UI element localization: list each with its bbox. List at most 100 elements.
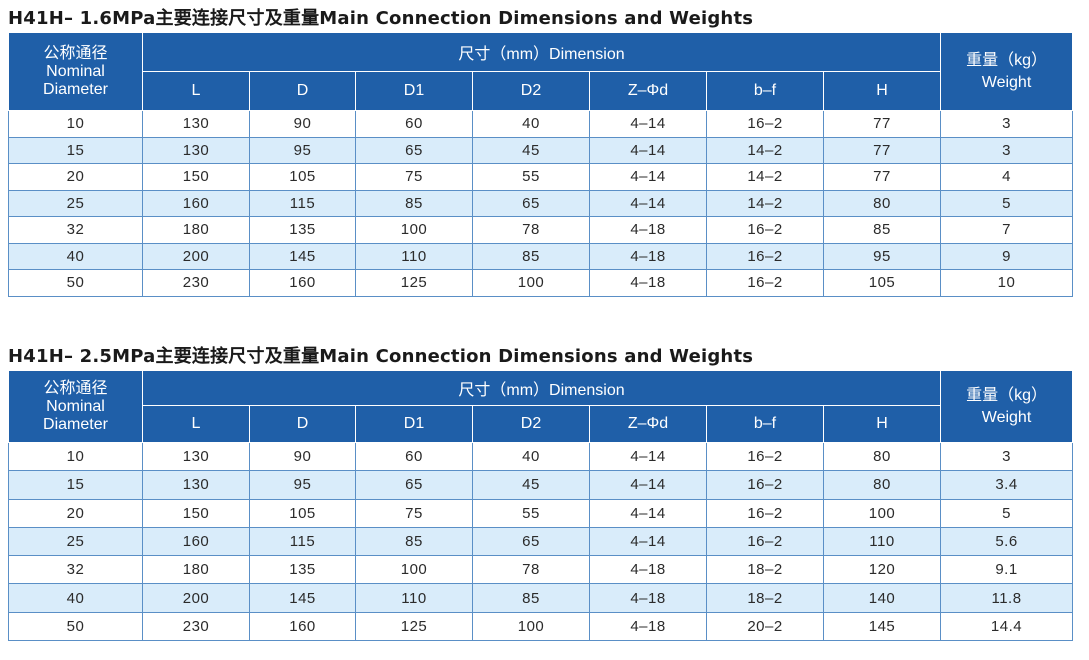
b-f-cell: 16–2 — [706, 470, 824, 500]
table-row: 40 200 145 110 85 4–18 18–2 140 11.8 — [8, 583, 1074, 613]
weight-cell: 9 — [940, 242, 1074, 270]
l-cell: 230 — [142, 269, 250, 297]
weight-en-label: Weight — [981, 73, 1032, 91]
d-cell: 135 — [249, 555, 356, 585]
h-cell: 110 — [822, 526, 942, 557]
weight-cell: 5 — [940, 498, 1074, 528]
weight-cell: 11.8 — [940, 583, 1074, 613]
z-phid-cell: 4–14 — [589, 163, 707, 191]
l-cell: 150 — [142, 163, 250, 191]
d-cell: 160 — [249, 611, 356, 642]
l-cell: 130 — [142, 441, 250, 472]
d2-cell: 45 — [472, 470, 590, 500]
nominal-en-label-2: Diameter — [43, 415, 108, 433]
z-phid-cell: 4–18 — [589, 555, 707, 585]
weight-cn-label: 重量（kg） — [966, 51, 1047, 69]
b-f-cell: 18–2 — [706, 583, 824, 613]
h-cell: 77 — [822, 136, 942, 164]
d-cell: 135 — [249, 216, 356, 244]
nominal-diameter-cell: 15 — [8, 470, 143, 500]
column-header-d2: D2 — [472, 405, 590, 443]
b-f-cell: 18–2 — [706, 555, 824, 585]
spec-section-2-5mpa: H41H– 2.5MPa主要连接尺寸及重量Main Connection Dim… — [8, 344, 1074, 642]
l-cell: 200 — [142, 242, 250, 270]
h-cell: 77 — [822, 110, 942, 138]
z-phid-cell: 4–18 — [589, 216, 707, 244]
d2-cell: 55 — [472, 163, 590, 191]
weight-cn-label: 重量（kg） — [966, 386, 1047, 404]
nominal-diameter-cell: 32 — [8, 216, 143, 244]
d2-cell: 40 — [472, 441, 590, 472]
table-row: 50 230 160 125 100 4–18 16–2 105 10 — [8, 269, 1074, 297]
table-row: 50 230 160 125 100 4–18 20–2 145 14.4 — [8, 611, 1074, 642]
weight-cell: 3 — [940, 110, 1074, 138]
nominal-diameter-cell: 20 — [8, 498, 143, 528]
d1-cell: 100 — [355, 555, 473, 585]
nominal-diameter-cell: 50 — [8, 269, 143, 297]
nominal-diameter-cell: 40 — [8, 583, 143, 613]
dimensions-table: 公称通径 Nominal Diameter 尺寸（mm）Dimension 重量… — [8, 32, 1074, 297]
l-cell: 180 — [142, 555, 250, 585]
dimensions-table: 公称通径 Nominal Diameter 尺寸（mm）Dimension 重量… — [8, 370, 1074, 642]
b-f-cell: 16–2 — [706, 269, 824, 297]
d2-cell: 65 — [472, 189, 590, 217]
b-f-cell: 16–2 — [706, 498, 824, 528]
z-phid-cell: 4–18 — [589, 583, 707, 613]
z-phid-cell: 4–14 — [589, 110, 707, 138]
z-phid-cell: 4–14 — [589, 470, 707, 500]
b-f-cell: 14–2 — [706, 189, 824, 217]
z-phid-cell: 4–14 — [589, 526, 707, 557]
d-cell: 105 — [249, 498, 356, 528]
z-phid-cell: 4–18 — [589, 611, 707, 642]
weight-cell: 3 — [940, 136, 1074, 164]
nominal-en-label-1: Nominal — [46, 397, 105, 415]
d-cell: 95 — [249, 470, 356, 500]
b-f-cell: 14–2 — [706, 136, 824, 164]
table-title: H41H– 2.5MPa主要连接尺寸及重量Main Connection Dim… — [8, 346, 754, 367]
weight-en-label: Weight — [981, 408, 1032, 426]
d-cell: 160 — [249, 269, 356, 297]
b-f-cell: 16–2 — [706, 526, 824, 557]
h-cell: 145 — [822, 611, 942, 642]
nominal-diameter-cell: 10 — [8, 110, 143, 138]
d2-cell: 45 — [472, 136, 590, 164]
weight-cell: 9.1 — [940, 555, 1074, 585]
table-row: 10 130 90 60 40 4–14 16–2 77 3 — [8, 110, 1074, 138]
dimension-header: 尺寸（mm）Dimension — [141, 370, 942, 406]
h-cell: 80 — [822, 189, 942, 217]
h-cell: 77 — [822, 163, 942, 191]
z-phid-cell: 4–18 — [589, 269, 707, 297]
l-cell: 200 — [142, 583, 250, 613]
d2-cell: 78 — [472, 216, 590, 244]
table-body: 10 130 90 60 40 4–14 16–2 80 3 15 130 95 65 45 4–14 16–… — [8, 441, 1074, 642]
h-cell: 120 — [822, 555, 942, 585]
column-header-l: L — [142, 71, 250, 111]
nominal-diameter-cell: 15 — [8, 136, 143, 164]
h-cell: 105 — [822, 269, 942, 297]
table-row: 20 150 105 75 55 4–14 16–2 100 5 — [8, 498, 1074, 528]
h-cell: 95 — [822, 242, 942, 270]
l-cell: 130 — [142, 470, 250, 500]
column-header-d: D — [249, 71, 356, 111]
table-body: 10 130 90 60 40 4–14 16–2 77 3 15 130 95 65 45 4–14 14–… — [8, 110, 1074, 297]
z-phid-cell: 4–14 — [589, 189, 707, 217]
d1-cell: 125 — [355, 611, 473, 642]
z-phid-cell: 4–14 — [589, 441, 707, 472]
nominal-diameter-header: 公称通径 Nominal Diameter — [8, 32, 143, 111]
z-phid-cell: 4–14 — [589, 136, 707, 164]
table-row: 15 130 95 65 45 4–14 14–2 77 3 — [8, 136, 1074, 164]
nominal-en-label-2: Diameter — [43, 80, 108, 98]
nominal-en-label-1: Nominal — [46, 62, 105, 80]
column-header-h: H — [822, 71, 942, 111]
h-cell: 100 — [822, 498, 942, 528]
d1-cell: 100 — [355, 216, 473, 244]
h-cell: 80 — [822, 441, 942, 472]
weight-header: 重量（kg） Weight — [940, 370, 1074, 443]
spec-section-1-6mpa: H41H– 1.6MPa主要连接尺寸及重量Main Connection Dim… — [8, 6, 1074, 297]
b-f-cell: 14–2 — [706, 163, 824, 191]
h-cell: 140 — [822, 583, 942, 613]
weight-header: 重量（kg） Weight — [940, 32, 1074, 111]
l-cell: 160 — [142, 189, 250, 217]
d2-cell: 100 — [472, 269, 590, 297]
nominal-cn-label: 公称通径 — [43, 379, 108, 397]
